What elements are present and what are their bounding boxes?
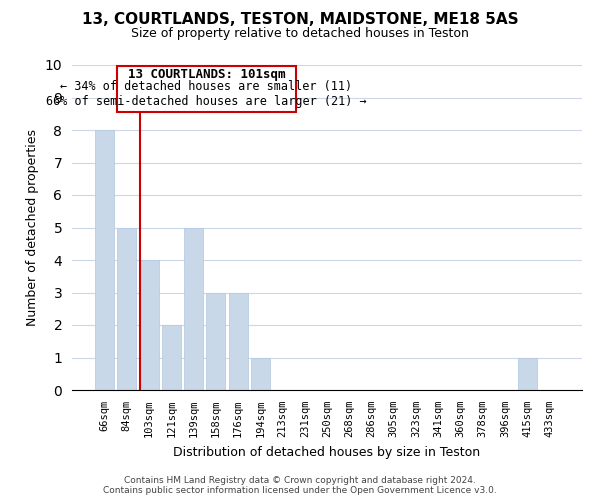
X-axis label: Distribution of detached houses by size in Teston: Distribution of detached houses by size … bbox=[173, 446, 481, 458]
Text: ← 34% of detached houses are smaller (11): ← 34% of detached houses are smaller (11… bbox=[61, 80, 352, 92]
Bar bbox=[251, 358, 270, 390]
Bar bbox=[140, 260, 158, 390]
Bar bbox=[184, 228, 203, 390]
FancyBboxPatch shape bbox=[117, 66, 296, 112]
Bar bbox=[518, 358, 536, 390]
Text: 13 COURTLANDS: 101sqm: 13 COURTLANDS: 101sqm bbox=[128, 68, 285, 80]
Bar bbox=[229, 292, 248, 390]
Text: Contains HM Land Registry data © Crown copyright and database right 2024.
Contai: Contains HM Land Registry data © Crown c… bbox=[103, 476, 497, 495]
Bar bbox=[118, 228, 136, 390]
Text: 13, COURTLANDS, TESTON, MAIDSTONE, ME18 5AS: 13, COURTLANDS, TESTON, MAIDSTONE, ME18 … bbox=[82, 12, 518, 28]
Text: Size of property relative to detached houses in Teston: Size of property relative to detached ho… bbox=[131, 28, 469, 40]
Bar bbox=[162, 325, 181, 390]
Bar bbox=[95, 130, 114, 390]
Y-axis label: Number of detached properties: Number of detached properties bbox=[26, 129, 39, 326]
Bar bbox=[206, 292, 225, 390]
Text: 66% of semi-detached houses are larger (21) →: 66% of semi-detached houses are larger (… bbox=[46, 95, 367, 108]
